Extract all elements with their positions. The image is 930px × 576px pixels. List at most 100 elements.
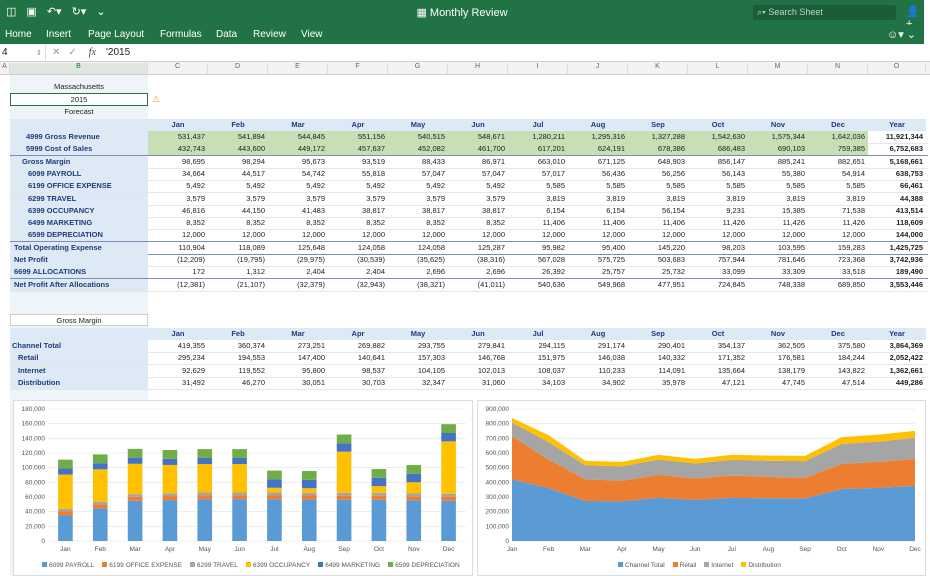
bar-segment — [162, 458, 178, 465]
tab-view[interactable]: View — [301, 29, 323, 40]
table-cell: 98,695 — [182, 156, 205, 166]
month-header: Year — [868, 328, 926, 340]
table-cell: 11,406 — [662, 218, 685, 228]
table-cell: 12,000 — [362, 230, 385, 240]
table-cell: 432,743 — [148, 143, 208, 156]
column-header-h[interactable]: H — [448, 63, 508, 74]
confirm-icon[interactable]: ✓ — [68, 47, 77, 58]
table-cell: 108,037 — [537, 365, 565, 375]
tab-data[interactable]: Data — [216, 29, 238, 40]
legend-label: 6199 OFFICE EXPENSE — [109, 562, 182, 569]
x-tick-label: Aug — [763, 546, 775, 553]
undo-icon[interactable]: ↶▾ — [46, 6, 62, 18]
y-tick-label: 120,000 — [22, 450, 46, 457]
column-header-l[interactable]: L — [688, 63, 748, 74]
legend-label: Distribution — [748, 562, 781, 569]
bar-segment — [267, 492, 282, 496]
add-user-icon[interactable]: 👤+ — [906, 6, 920, 30]
redo-icon[interactable]: ↻▾ — [71, 6, 87, 18]
column-header-k[interactable]: K — [628, 63, 688, 74]
bar-segment — [92, 501, 108, 505]
bar-segment — [232, 499, 247, 541]
save-icon[interactable]: ▣ — [26, 6, 37, 18]
y-tick-label: 0 — [505, 538, 509, 545]
table-cell: 413,514 — [895, 205, 923, 215]
table-cell: 12,000 — [782, 230, 805, 240]
table-cell: 46,270 — [242, 377, 265, 387]
cancel-icon[interactable]: ✕ — [52, 47, 61, 58]
table-cell: 419,355 — [177, 341, 205, 350]
bar-segment — [92, 508, 108, 541]
table-cell: 41,483 — [302, 205, 325, 215]
table-cell: 33,518 — [842, 267, 865, 277]
bar-segment — [371, 468, 387, 478]
table-cell: 279,841 — [477, 341, 505, 350]
column-header-n[interactable]: N — [808, 63, 868, 74]
search-sheet-input[interactable]: ⌕▾ Search Sheet — [753, 5, 896, 20]
bar-segment — [336, 495, 352, 500]
column-header-g[interactable]: G — [388, 63, 448, 74]
month-header: Sep — [628, 328, 688, 340]
table-cell: 461,700 — [448, 143, 508, 156]
table-cell: 57,017 — [542, 168, 565, 178]
row-label: 6099 PAYROLL — [10, 167, 148, 180]
tab-home[interactable]: Home — [5, 29, 32, 40]
table-cell: 171,352 — [717, 353, 745, 363]
bar-segment — [58, 468, 73, 475]
x-tick-label: Feb — [543, 546, 555, 553]
table-cell: 724,845 — [717, 279, 745, 289]
column-header-j[interactable]: J — [568, 63, 628, 74]
table-cell: 885,241 — [777, 156, 805, 166]
column-header-e[interactable]: E — [268, 63, 328, 74]
month-header: Oct — [688, 328, 748, 340]
more-icon[interactable]: ⌄ — [96, 6, 106, 18]
tab-review[interactable]: Review — [253, 29, 286, 40]
table-cell: (29,975) — [297, 255, 325, 264]
stacked-bar-chart[interactable]: 0 20,000 40,000 60,000 80,000 100,000 120,000 1… — [13, 400, 473, 576]
column-header-c[interactable]: C — [148, 63, 208, 74]
bar-segment — [406, 482, 422, 494]
column-header-b[interactable]: B — [10, 63, 148, 74]
column-header-i[interactable]: I — [508, 63, 568, 74]
smiley-feedback-icon[interactable]: ☺▾ ⌄ — [886, 29, 916, 41]
table-cell: 151,975 — [537, 353, 565, 363]
column-header-f[interactable]: F — [328, 63, 388, 74]
column-header-d[interactable]: D — [208, 63, 268, 74]
tab-formulas[interactable]: Formulas — [160, 29, 202, 40]
bar-segment — [406, 465, 422, 474]
x-tick-label: Jun — [234, 546, 245, 553]
table-cell: 12,000 — [722, 230, 745, 240]
column-header-m[interactable]: M — [748, 63, 808, 74]
area-series — [512, 436, 915, 502]
formula-input[interactable]: '2015 — [106, 47, 131, 58]
table-cell: 55,380 — [782, 168, 805, 178]
tab-page-layout[interactable]: Page Layout — [88, 29, 145, 40]
table-cell: 269,882 — [357, 341, 385, 350]
bar-segment — [441, 493, 456, 497]
table-cell: 12,000 — [542, 230, 565, 240]
chart-svg: 0 20,000 40,000 60,000 80,000 100,000 120,000 1… — [22, 406, 466, 553]
name-box-stepper-icon[interactable]: ⇕ — [36, 49, 42, 57]
table-cell: (30,539) — [357, 255, 385, 264]
table-cell: 30,703 — [362, 377, 385, 387]
month-header: Mar — [268, 119, 328, 131]
year-cell[interactable]: 2015 — [10, 93, 148, 106]
fx-icon[interactable]: fx — [88, 47, 96, 58]
tab-insert[interactable]: Insert — [46, 29, 72, 40]
legend-label: Internet — [711, 562, 734, 569]
column-header-a[interactable]: A — [0, 63, 10, 74]
warning-icon[interactable]: ⚠ — [151, 94, 161, 104]
sidebar-toggle-icon[interactable]: ◫ — [6, 6, 17, 18]
table-cell: 3,579 — [246, 193, 265, 203]
worksheet-grid[interactable]: A B C D E F G H I J K L M N O Massachusetts 2015 ⚠ Forecas… — [0, 62, 930, 576]
column-header-o[interactable]: O — [868, 63, 926, 74]
x-tick-label: Apr — [617, 546, 628, 553]
name-box[interactable]: 4 ⇕ — [0, 44, 46, 61]
table-cell: 57,047 — [422, 168, 445, 178]
stacked-area-chart[interactable]: 0 100,000 200,000 300,000 400,000 500,000 600,… — [477, 400, 926, 576]
table-cell: 3,819 — [606, 193, 625, 203]
table-cell: 135,664 — [717, 365, 745, 375]
table-cell: 125,287 — [477, 242, 505, 252]
bar-segment — [336, 443, 352, 452]
excel-doc-icon: ▦ — [416, 7, 430, 19]
